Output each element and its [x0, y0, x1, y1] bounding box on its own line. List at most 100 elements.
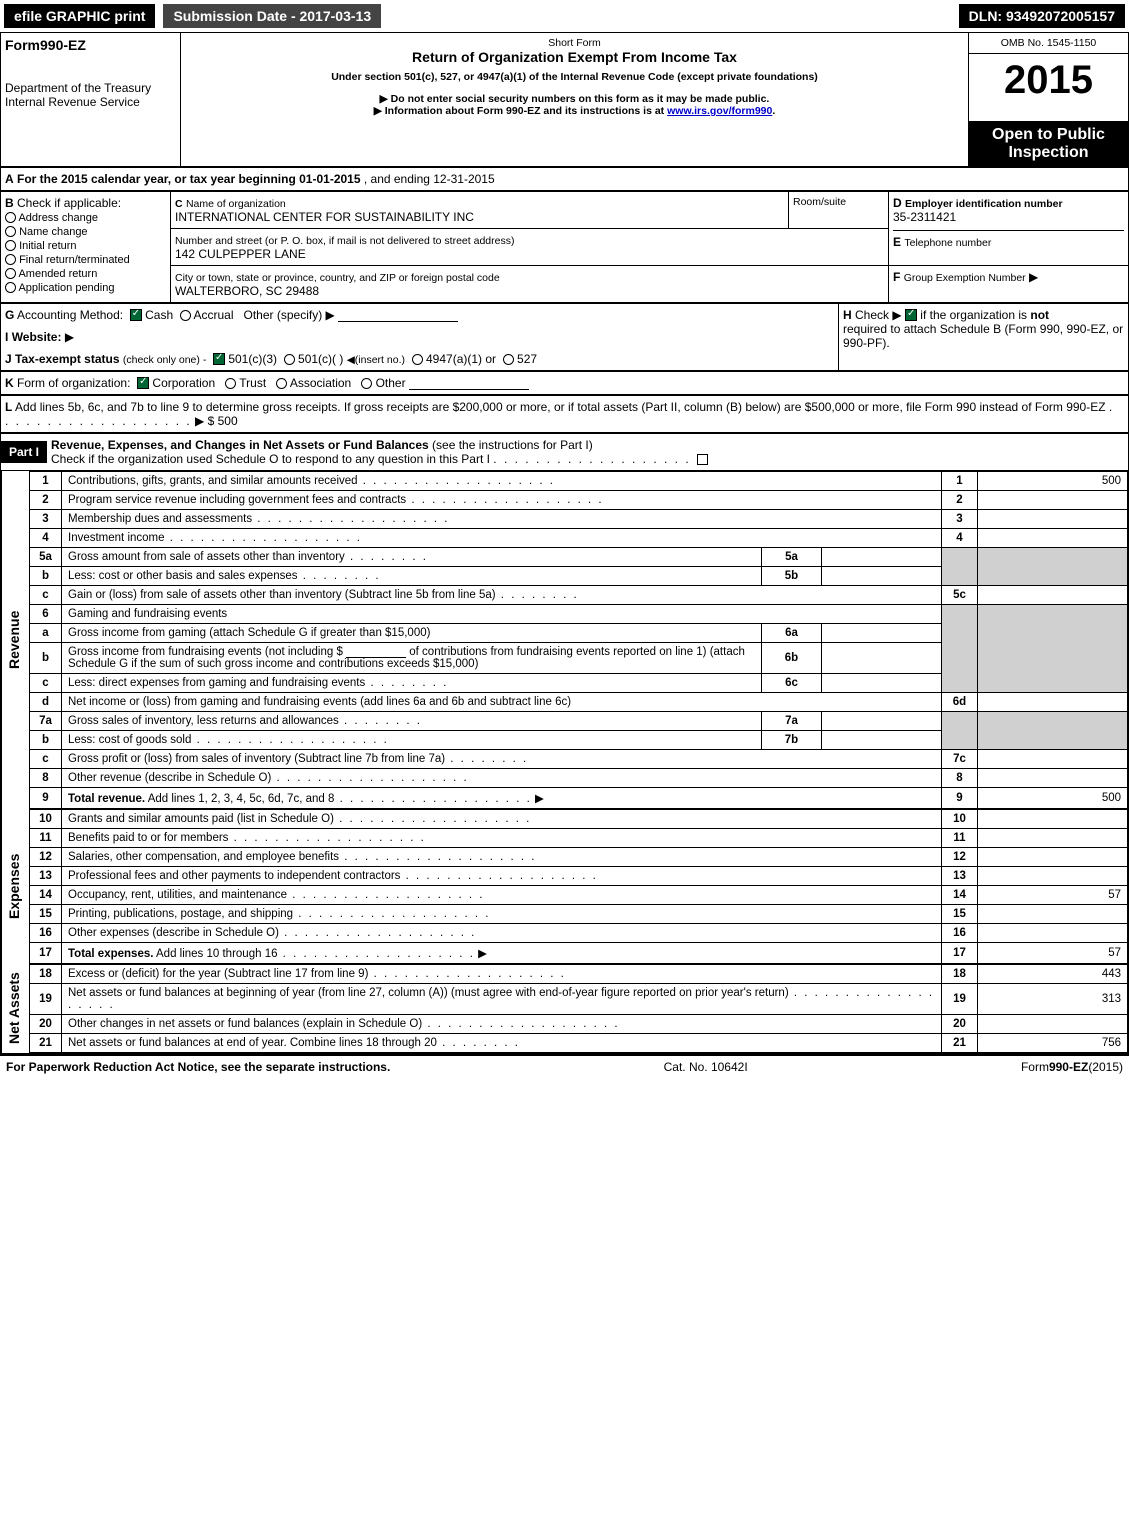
line-5c: c Gain or (loss) from sale of assets oth…	[30, 585, 1128, 604]
chk-4947[interactable]	[412, 354, 423, 365]
line-3: 3 Membership dues and assessments 3	[30, 509, 1128, 528]
net-assets-lines: 18 Excess or (deficit) for the year (Sub…	[29, 964, 1128, 1053]
letter-d: D	[893, 196, 902, 210]
chk-accrual[interactable]	[180, 310, 191, 321]
h-text-b: if the organization is	[920, 308, 1027, 322]
check-applicable-label: Check if applicable:	[17, 196, 121, 210]
dept-label: Department of the Treasury	[5, 81, 176, 95]
tax-year: 2015	[969, 54, 1128, 107]
telephone-label: Telephone number	[904, 237, 991, 249]
irs-label: Internal Revenue Service	[5, 95, 176, 109]
line-13: 13 Professional fees and other payments …	[30, 866, 1128, 885]
line-10: 10 Grants and similar amounts paid (list…	[30, 809, 1128, 828]
chk-name-change[interactable]: Name change	[5, 226, 166, 238]
calendar-year-text: For the 2015 calendar year, or tax year …	[17, 172, 361, 186]
website-label: Website:	[12, 330, 62, 344]
line-12: 12 Salaries, other compensation, and emp…	[30, 847, 1128, 866]
top-bar: efile GRAPHIC print Submission Date - 20…	[0, 0, 1129, 32]
page-footer: For Paperwork Reduction Act Notice, see …	[0, 1054, 1129, 1078]
chk-501c3[interactable]	[213, 353, 225, 365]
revenue-vertical-label: Revenue	[1, 471, 29, 809]
expenses-vertical-label: Expenses	[1, 809, 29, 964]
insert-no: ◀(insert no.)	[347, 354, 405, 366]
letter-c: C	[175, 198, 183, 210]
accrual-label: Accrual	[193, 308, 233, 322]
line-2: 2 Program service revenue including gove…	[30, 490, 1128, 509]
accounting-method-label: Accounting Method:	[17, 308, 123, 322]
form-subtitle: Under section 501(c), 527, or 4947(a)(1)…	[185, 71, 964, 83]
chk-amended-return[interactable]: Amended return	[5, 268, 166, 280]
chk-association[interactable]	[276, 378, 287, 389]
line-21: 21 Net assets or fund balances at end of…	[30, 1033, 1128, 1052]
line-4: 4 Investment income 4	[30, 528, 1128, 547]
chk-cash[interactable]	[130, 309, 142, 321]
line-15: 15 Printing, publications, postage, and …	[30, 904, 1128, 923]
chk-other-org[interactable]	[361, 378, 372, 389]
net-assets-vertical-label: Net Assets	[1, 964, 29, 1053]
letter-j: J	[5, 352, 12, 366]
line-17: 17 Total expenses. Add lines 10 through …	[30, 942, 1128, 963]
line-6: 6 Gaming and fundraising events	[30, 604, 1128, 623]
line-18: 18 Excess or (deficit) for the year (Sub…	[30, 964, 1128, 983]
cash-label: Cash	[145, 308, 173, 322]
chk-schedule-b-not-required[interactable]	[905, 309, 917, 321]
block-bcdef: B Check if applicable: Address change Na…	[0, 191, 1129, 303]
501c-label: 501(c)( )	[298, 352, 343, 366]
chk-address-change[interactable]: Address change	[5, 212, 166, 224]
instructions-line: Information about Form 990-EZ and its in…	[185, 105, 964, 117]
letter-i: I	[5, 330, 8, 344]
chk-final-return[interactable]: Final return/terminated	[5, 254, 166, 266]
irs-form990-link[interactable]: www.irs.gov/form990	[667, 105, 772, 117]
part-i-header-row: Part I Revenue, Expenses, and Changes in…	[0, 433, 1129, 471]
chk-application-pending[interactable]: Application pending	[5, 282, 166, 294]
checkbox-list-b: Address change Name change Initial retur…	[5, 212, 166, 294]
form-number: Form990-EZ	[5, 37, 176, 53]
h-text-c: required to attach Schedule B (Form 990,…	[843, 322, 1124, 350]
letter-e: E	[893, 235, 901, 249]
revenue-section: Revenue 1 Contributions, gifts, grants, …	[0, 471, 1129, 809]
city-label: City or town, state or province, country…	[175, 272, 500, 284]
gross-receipts-amount: $ 500	[208, 414, 238, 428]
line-19: 19 Net assets or fund balances at beginn…	[30, 983, 1128, 1014]
net-assets-section: Net Assets 18 Excess or (deficit) for th…	[0, 964, 1129, 1054]
line-7a: 7a Gross sales of inventory, less return…	[30, 711, 1128, 730]
other-method-input[interactable]	[338, 310, 458, 322]
527-label: 527	[517, 352, 537, 366]
line-11: 11 Benefits paid to or for members 11	[30, 828, 1128, 847]
chk-501c[interactable]	[284, 354, 295, 365]
addr-label: Number and street (or P. O. box, if mail…	[175, 235, 514, 247]
part-i-label: Part I	[1, 441, 47, 463]
chk-schedule-o-used[interactable]	[697, 454, 708, 465]
chk-trust[interactable]	[225, 378, 236, 389]
chk-initial-return[interactable]: Initial return	[5, 240, 166, 252]
efile-print-button[interactable]: efile GRAPHIC print	[4, 4, 155, 28]
org-name-value: INTERNATIONAL CENTER FOR SUSTAINABILITY …	[175, 210, 474, 224]
form-footer: Form990-EZ(2015)	[1021, 1060, 1123, 1074]
addr-value: 142 CULPEPPER LANE	[175, 247, 306, 261]
chk-527[interactable]	[503, 354, 514, 365]
instructions-prefix: Information about Form 990-EZ and its in…	[385, 105, 667, 117]
501c3-label: 501(c)(3)	[228, 352, 277, 366]
ending-text: , and ending 12-31-2015	[364, 172, 495, 186]
line-5a: 5a Gross amount from sale of assets othe…	[30, 547, 1128, 566]
revenue-lines: 1 Contributions, gifts, grants, and simi…	[29, 471, 1128, 809]
group-exemption-label: Group Exemption Number	[904, 272, 1026, 284]
form-header: Form990-EZ Department of the Treasury In…	[0, 32, 1129, 167]
line-1: 1 Contributions, gifts, grants, and simi…	[30, 471, 1128, 490]
letter-b: B	[5, 196, 14, 210]
form-title: Return of Organization Exempt From Incom…	[185, 49, 964, 65]
association-label: Association	[290, 376, 351, 390]
expenses-section: Expenses 10 Grants and similar amounts p…	[0, 809, 1129, 964]
ssn-warning: Do not enter social security numbers on …	[185, 93, 964, 105]
expenses-lines: 10 Grants and similar amounts paid (list…	[29, 809, 1128, 964]
chk-corporation[interactable]	[137, 377, 149, 389]
line-9: 9 Total revenue. Add lines 1, 2, 3, 4, 5…	[30, 787, 1128, 808]
part-i-check-line: Check if the organization used Schedule …	[51, 452, 490, 466]
fundraising-amount-input[interactable]	[346, 646, 406, 658]
omb-number: OMB No. 1545-1150	[969, 33, 1128, 54]
dln-label: DLN: 93492072005157	[959, 4, 1125, 28]
other-org-input[interactable]	[409, 378, 529, 390]
line-20: 20 Other changes in net assets or fund b…	[30, 1014, 1128, 1033]
letter-k: K	[5, 376, 14, 390]
h-check-arrow: Check ▶	[855, 308, 902, 322]
